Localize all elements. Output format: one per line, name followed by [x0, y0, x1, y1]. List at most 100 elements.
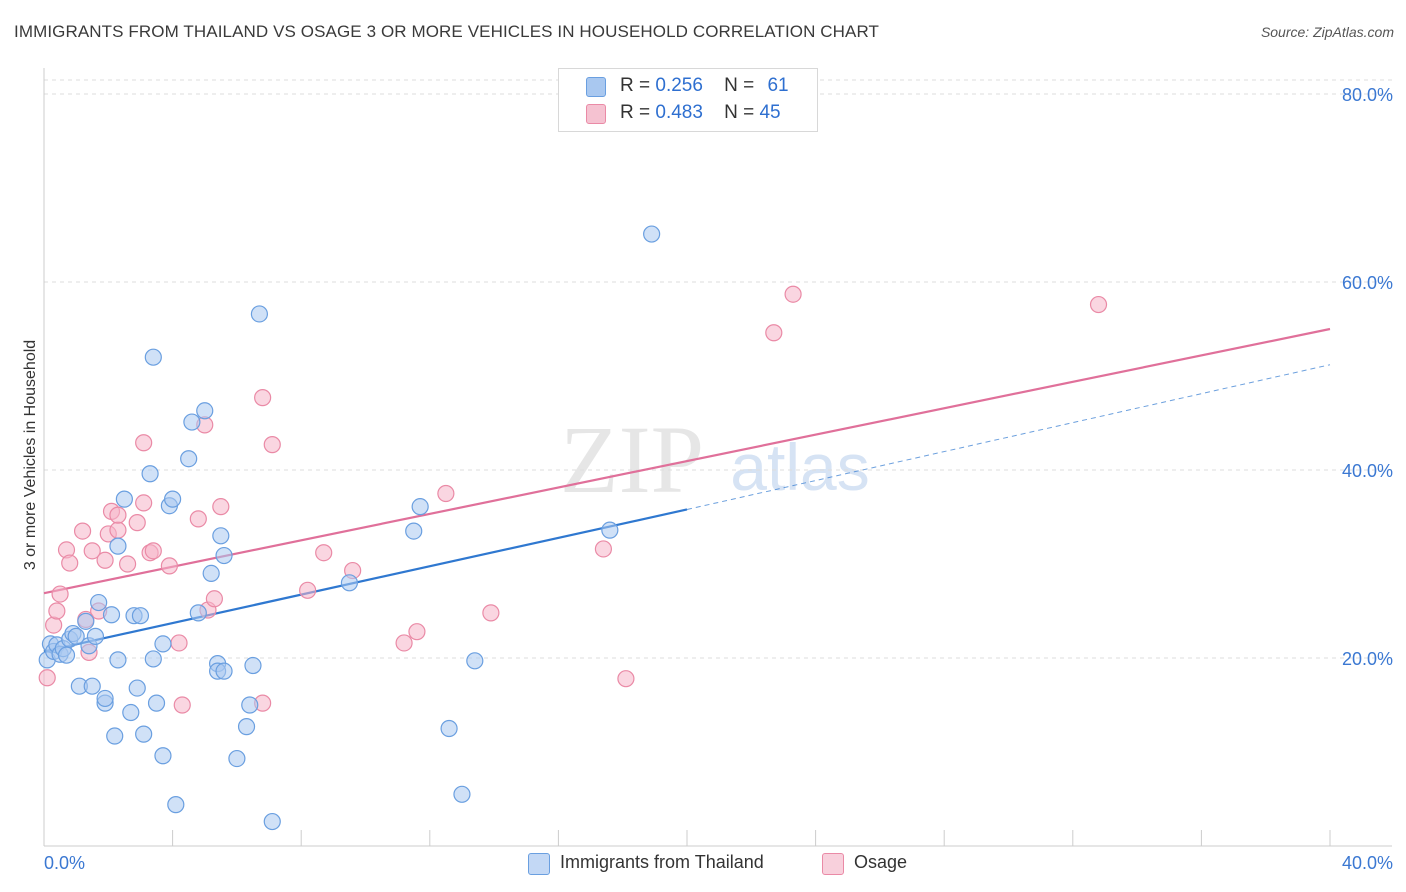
point-thailand: [601, 521, 619, 539]
point-osage: [45, 616, 63, 634]
point-thailand: [109, 537, 127, 555]
point-thailand: [196, 402, 214, 420]
data-points: [38, 225, 1108, 831]
point-osage: [594, 540, 613, 558]
y-tick-label: 20.0%: [1342, 649, 1393, 669]
point-thailand: [237, 718, 256, 736]
point-osage: [408, 623, 426, 641]
point-osage: [73, 522, 92, 540]
point-thailand: [244, 656, 262, 675]
point-osage: [784, 285, 802, 303]
point-osage: [61, 554, 79, 572]
r-label: R =: [620, 102, 651, 123]
point-thailand: [215, 546, 233, 565]
point-thailand: [405, 522, 423, 540]
point-thailand: [164, 490, 182, 508]
point-thailand: [96, 689, 114, 708]
point-thailand: [144, 650, 162, 668]
point-thailand: [135, 725, 153, 743]
x-tick-label-max: 40.0%: [1342, 853, 1393, 873]
point-osage: [83, 542, 101, 560]
point-thailand: [147, 694, 166, 712]
point-osage: [173, 696, 191, 714]
point-osage: [395, 634, 413, 652]
trend-lines: [43, 327, 1331, 653]
point-osage: [128, 514, 146, 532]
n-label: N =: [724, 75, 755, 96]
r-label: R =: [620, 75, 651, 96]
trend-line-thailand-projection: [686, 364, 1331, 510]
point-osage: [765, 324, 783, 342]
point-osage: [48, 602, 66, 620]
point-osage: [212, 498, 230, 516]
point-thailand: [180, 450, 198, 468]
point-osage: [315, 544, 333, 562]
point-osage: [617, 670, 635, 688]
point-thailand: [154, 635, 172, 653]
point-thailand: [215, 662, 233, 680]
point-osage: [118, 555, 137, 573]
point-thailand: [250, 305, 269, 323]
point-osage: [263, 436, 281, 454]
point-thailand: [466, 652, 484, 670]
trend-line-osage: [43, 327, 1331, 595]
legend-swatch-pink: [586, 104, 606, 124]
point-osage: [437, 484, 455, 503]
point-thailand: [411, 498, 429, 516]
trend-line-thailand: [43, 508, 688, 653]
point-thailand: [57, 646, 76, 664]
y-tick-label: 60.0%: [1342, 273, 1393, 293]
point-thailand: [183, 413, 201, 431]
point-thailand: [340, 574, 359, 592]
legend-swatch-blue: [586, 77, 606, 97]
point-osage: [135, 494, 153, 512]
r-value: 0.256: [655, 75, 703, 96]
x-tick-label-min: 0.0%: [44, 853, 85, 873]
point-thailand: [83, 677, 101, 695]
point-osage: [96, 551, 114, 569]
n-value: 61: [767, 75, 789, 96]
r-value: 0.483: [655, 102, 703, 123]
point-thailand: [122, 703, 140, 722]
y-tick-label: 40.0%: [1342, 461, 1393, 481]
point-thailand: [106, 727, 124, 745]
point-thailand: [212, 527, 230, 545]
source-credit: Source: ZipAtlas.com: [1260, 24, 1394, 40]
point-thailand: [440, 719, 458, 738]
point-osage: [38, 669, 56, 687]
point-thailand: [77, 612, 95, 630]
n-label: N =: [724, 102, 755, 123]
gridlines: [44, 79, 1392, 659]
watermark: ZIP atlas: [560, 406, 870, 513]
point-thailand: [115, 490, 133, 508]
point-thailand: [86, 627, 105, 645]
point-thailand: [102, 606, 121, 624]
point-thailand: [453, 785, 471, 803]
n-value: 45: [759, 102, 781, 123]
point-thailand: [263, 812, 281, 831]
point-osage: [135, 434, 153, 452]
point-osage: [170, 634, 188, 652]
point-osage: [1089, 295, 1108, 314]
tick-labels: 20.0% 40.0% 60.0% 80.0% 0.0% 40.0%: [44, 85, 1393, 873]
point-osage: [109, 521, 127, 539]
point-thailand: [90, 593, 108, 612]
point-osage: [254, 389, 272, 407]
watermark-zip: ZIP: [560, 406, 704, 513]
legend-swatch-pink: [822, 853, 844, 875]
point-osage: [144, 542, 162, 560]
point-thailand: [202, 564, 220, 583]
point-osage: [189, 510, 207, 528]
watermark-atlas: atlas: [730, 430, 869, 504]
point-thailand: [643, 225, 661, 243]
point-thailand: [128, 679, 146, 697]
legend-label: Immigrants from Thailand: [560, 852, 764, 872]
point-thailand: [109, 651, 127, 669]
point-thailand: [167, 796, 185, 814]
point-thailand: [131, 607, 150, 625]
point-thailand: [67, 627, 85, 645]
point-thailand: [241, 696, 259, 714]
stats-legend: R = 0.256 N = 61 R = 0.483 N = 45: [558, 68, 818, 132]
chart-title: IMMIGRANTS FROM THAILAND VS OSAGE 3 OR M…: [14, 22, 880, 41]
